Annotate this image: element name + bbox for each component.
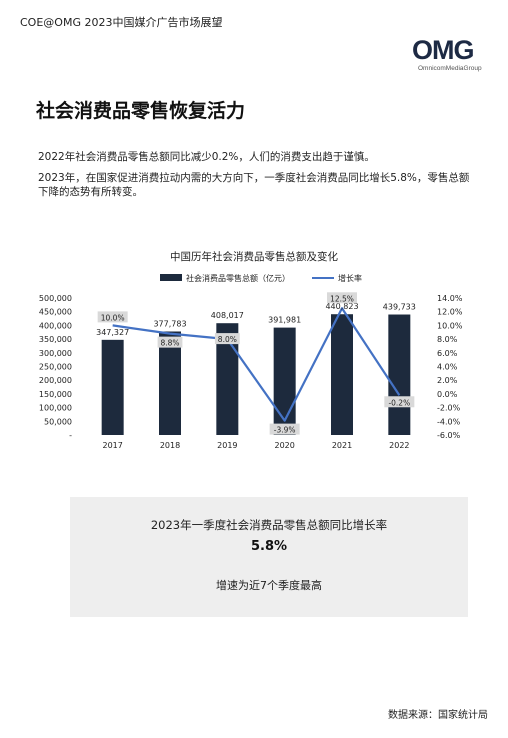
y-right-tick-label: 2.0% xyxy=(437,376,458,385)
bar-value-label: 347,327 xyxy=(96,328,129,337)
bar-value-label: 391,981 xyxy=(268,316,301,325)
paragraph-2023: 2023年，在国家促进消费拉动内需的大方向下，一季度社会消费品同比增长5.8%，… xyxy=(38,172,470,198)
y-left-tick-label: 500,000 xyxy=(39,294,72,303)
y-left-tick-label: 400,000 xyxy=(39,321,72,330)
bar-value-label: 377,783 xyxy=(153,319,186,328)
y-left-tick-label: - xyxy=(69,431,72,440)
line-value-label: -3.9% xyxy=(274,426,296,435)
y-left-tick-label: 300,000 xyxy=(39,349,72,358)
page-title: 社会消费品零售恢复活力 xyxy=(36,100,246,122)
line-label-bg xyxy=(157,336,183,348)
legend-bar-label: 社会消费品零售总额（亿元） xyxy=(186,273,290,283)
logo-subtitle: OmnicomMediaGroup xyxy=(418,65,482,72)
line-label-bg xyxy=(214,333,240,345)
line-value-label: 8.8% xyxy=(160,339,179,348)
x-tick-label: 2022 xyxy=(389,441,409,450)
bar-value-label: 408,017 xyxy=(211,311,244,320)
y-left-tick-label: 150,000 xyxy=(39,390,72,399)
y-left-tick-label: 100,000 xyxy=(39,404,72,413)
logo-wordmark: OMG xyxy=(412,35,474,65)
y-left-tick-label: 50,000 xyxy=(44,417,72,426)
y-right-tick-label: 4.0% xyxy=(437,363,458,372)
retail-sales-chart: 社会消费品零售总额（亿元） 增长率 500,000 450,000 400,000 350… xyxy=(39,273,463,450)
legend-bar-swatch xyxy=(160,274,182,281)
line-label-bg xyxy=(97,311,128,323)
y-right-tick-label: 10.0% xyxy=(437,321,463,330)
line-label-bg xyxy=(327,292,357,304)
x-tick-label: 2017 xyxy=(102,441,122,450)
line-value-label: -0.2% xyxy=(388,398,410,407)
x-tick-label: 2019 xyxy=(217,441,237,450)
report-header: COE@OMG 2023中国媒介广告市场展望 xyxy=(20,16,223,29)
line-value-label: 10.0% xyxy=(101,313,125,322)
line-label-bg xyxy=(269,423,300,435)
x-tick-label: 2018 xyxy=(160,441,180,450)
bar-2022 xyxy=(388,314,411,435)
y-right-tick-label: 12.0% xyxy=(437,308,463,317)
x-tick-label: 2021 xyxy=(332,441,352,450)
highlight-box: 2023年一季度社会消费品零售总额同比增长率 5.8% 增速为近7个季度最高 xyxy=(70,497,468,617)
omg-logo: OMG OmnicomMediaGroup xyxy=(412,36,488,76)
bar-2021 xyxy=(331,314,353,435)
y-left-tick-label: 250,000 xyxy=(39,363,72,372)
y-right-tick-label: -6.0% xyxy=(437,431,461,440)
y-right-tick-label: 8.0% xyxy=(437,335,458,344)
y-right-tick-label: -2.0% xyxy=(437,404,461,413)
line-value-label: 12.5% xyxy=(330,294,354,303)
bar-2019 xyxy=(216,323,239,435)
y-right-tick-label: 14.0% xyxy=(437,294,463,303)
y-right-tick-label: -4.0% xyxy=(437,417,461,426)
bar-value-label: 439,733 xyxy=(383,303,416,312)
bar-value-label: 440,823 xyxy=(325,302,358,311)
highlight-title: 2023年一季度社会消费品零售总额同比增长率 xyxy=(150,518,388,532)
legend-line-label: 增长率 xyxy=(338,273,362,283)
x-tick-label: 2020 xyxy=(274,441,294,450)
data-source: 数据来源：国家统计局 xyxy=(388,710,488,721)
y-right-tick-label: 6.0% xyxy=(437,349,458,358)
line-label-bg xyxy=(384,396,415,408)
bar-2018 xyxy=(159,331,181,435)
growth-rate-line xyxy=(112,307,401,422)
line-value-label: 8.0% xyxy=(218,335,237,344)
y-right-tick-label: 0.0% xyxy=(437,390,458,399)
paragraph-2022: 2022年社会消费品零售总额同比减少0.2%，人们的消费支出趋于谨慎。 xyxy=(38,151,375,163)
highlight-value: 5.8% xyxy=(250,539,288,554)
y-left-tick-label: 350,000 xyxy=(39,335,72,344)
bar-2017 xyxy=(101,339,124,435)
highlight-note: 增速为近7个季度最高 xyxy=(216,579,322,592)
y-left-tick-label: 200,000 xyxy=(39,376,72,385)
chart-title: 中国历年社会消费品零售总额及变化 xyxy=(170,251,338,263)
y-left-tick-label: 450,000 xyxy=(39,308,72,317)
